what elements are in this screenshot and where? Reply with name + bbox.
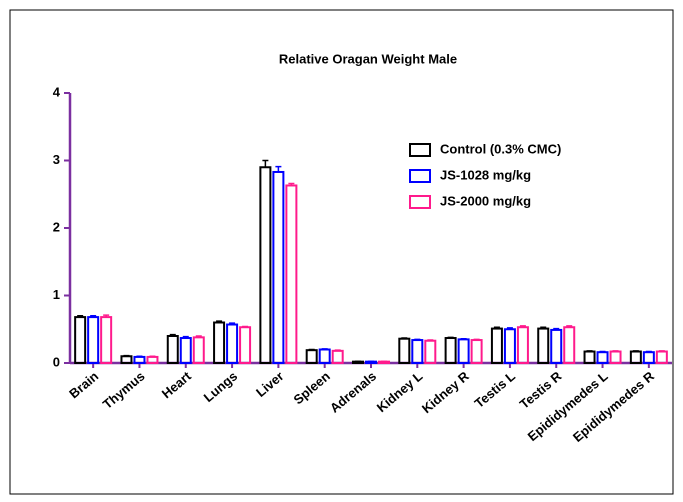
bar [147, 357, 157, 363]
error-bar [149, 356, 155, 357]
y-tick-label: 3 [53, 152, 60, 167]
bar [538, 329, 548, 363]
x-tick-label: Testis L [472, 368, 519, 410]
bar [320, 350, 330, 364]
bar [214, 323, 224, 364]
bar [134, 357, 144, 363]
error-bar [262, 161, 268, 168]
bar [168, 336, 178, 363]
bar [194, 337, 204, 363]
bar [564, 327, 574, 363]
legend-label: Control (0.3% CMC) [440, 141, 561, 156]
x-tick-label: Lungs [201, 368, 241, 405]
bar [611, 352, 621, 363]
error-bar [401, 338, 407, 339]
bar [644, 352, 654, 363]
x-tick-label: Liver [253, 368, 286, 399]
bar [446, 338, 456, 363]
legend-label: JS-1028 mg/kg [440, 167, 531, 182]
x-tick-label: Thymus [100, 368, 148, 412]
legend-swatch [410, 170, 430, 182]
frame [10, 10, 673, 494]
bar [240, 327, 250, 363]
bar [399, 339, 409, 363]
error-bar [474, 339, 480, 340]
bar [585, 352, 595, 363]
y-tick-label: 4 [53, 84, 61, 99]
error-bar [123, 356, 129, 357]
error-bar [587, 351, 593, 352]
bar [412, 340, 422, 363]
x-tick-label: Heart [159, 368, 195, 401]
chart-title: Relative Oragan Weight Male [279, 51, 457, 66]
bar [425, 341, 435, 363]
error-bar [613, 351, 619, 352]
bar [657, 352, 667, 363]
bar [472, 340, 482, 363]
bar [505, 329, 515, 363]
y-tick-label: 0 [53, 354, 60, 369]
bar [286, 185, 296, 363]
bar [75, 317, 85, 363]
bar [518, 327, 528, 363]
error-bar [646, 352, 652, 353]
legend-swatch [410, 144, 430, 156]
bar [101, 317, 111, 363]
error-bar [335, 350, 341, 351]
error-bar [414, 339, 420, 340]
bar [181, 338, 191, 363]
error-bar [659, 351, 665, 352]
x-tick-label: Kidney L [374, 368, 426, 415]
bar [260, 167, 270, 363]
bar [631, 352, 641, 363]
bar [459, 339, 469, 363]
bar [273, 172, 283, 363]
y-tick-label: 1 [53, 287, 60, 302]
x-tick-label: Epididymedes R [570, 368, 658, 445]
x-tick-label: Spleen [291, 368, 333, 407]
bar [492, 329, 502, 363]
error-bar [600, 352, 606, 353]
bar [551, 330, 561, 363]
bar [598, 352, 608, 363]
bar [307, 350, 317, 363]
bar [227, 325, 237, 363]
error-bar [322, 349, 328, 350]
error-bar [427, 340, 433, 341]
error-bar [633, 351, 639, 352]
x-tick-label: Kidney R [419, 368, 472, 416]
bar [88, 317, 98, 363]
error-bar [136, 356, 142, 357]
x-tick-label: Brain [66, 368, 101, 401]
bar [333, 351, 343, 363]
error-bar [461, 339, 467, 340]
legend-label: JS-2000 mg/kg [440, 193, 531, 208]
error-bar [309, 350, 315, 351]
x-tick-label: Adrenals [327, 368, 379, 415]
error-bar [242, 327, 248, 328]
y-tick-label: 2 [53, 219, 60, 234]
error-bar [448, 337, 454, 338]
legend-swatch [410, 196, 430, 208]
x-tick-label: Epididymedes L [525, 368, 611, 444]
